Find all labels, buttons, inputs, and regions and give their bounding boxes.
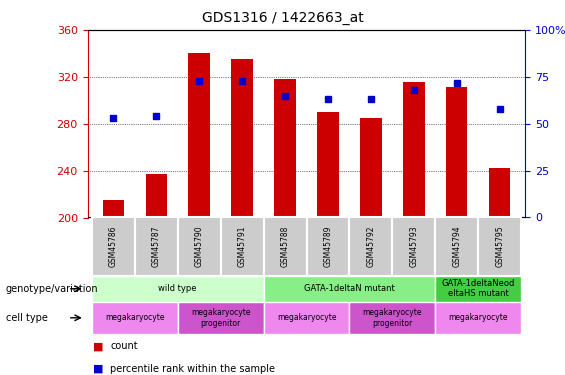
Text: GATA-1deltaN mutant: GATA-1deltaN mutant xyxy=(304,284,395,293)
FancyBboxPatch shape xyxy=(221,217,264,276)
Text: megakaryocyte: megakaryocyte xyxy=(277,314,336,322)
Text: wild type: wild type xyxy=(158,284,197,293)
Bar xyxy=(403,82,424,218)
FancyBboxPatch shape xyxy=(135,217,178,276)
Text: GSM45789: GSM45789 xyxy=(324,226,332,267)
FancyBboxPatch shape xyxy=(92,276,264,302)
Bar xyxy=(189,54,210,217)
Text: GSM45786: GSM45786 xyxy=(109,226,118,267)
FancyBboxPatch shape xyxy=(435,217,478,276)
FancyBboxPatch shape xyxy=(178,217,221,276)
Text: GSM45787: GSM45787 xyxy=(152,226,161,267)
FancyBboxPatch shape xyxy=(349,302,435,334)
Bar xyxy=(446,87,467,218)
Text: count: count xyxy=(110,341,138,351)
Bar xyxy=(103,200,124,217)
Text: ■: ■ xyxy=(93,341,104,351)
Text: GSM45792: GSM45792 xyxy=(367,226,375,267)
FancyBboxPatch shape xyxy=(478,217,521,276)
Text: cell type: cell type xyxy=(6,313,47,323)
Text: GDS1316 / 1422663_at: GDS1316 / 1422663_at xyxy=(202,11,363,25)
Text: megakaryocyte
progenitor: megakaryocyte progenitor xyxy=(363,308,422,327)
Bar xyxy=(317,112,338,218)
FancyBboxPatch shape xyxy=(307,217,349,276)
Text: megakaryocyte: megakaryocyte xyxy=(449,314,508,322)
FancyBboxPatch shape xyxy=(264,302,349,334)
Text: GSM45794: GSM45794 xyxy=(452,226,461,267)
Text: percentile rank within the sample: percentile rank within the sample xyxy=(110,364,275,374)
Bar xyxy=(489,168,510,217)
Text: GATA-1deltaNeod
eltaHS mutant: GATA-1deltaNeod eltaHS mutant xyxy=(441,279,515,298)
FancyBboxPatch shape xyxy=(92,302,178,334)
Text: GSM45788: GSM45788 xyxy=(281,226,289,267)
FancyBboxPatch shape xyxy=(349,217,392,276)
Text: megakaryocyte: megakaryocyte xyxy=(105,314,164,322)
Bar xyxy=(360,118,381,218)
Text: GSM45795: GSM45795 xyxy=(495,226,504,267)
FancyBboxPatch shape xyxy=(435,302,521,334)
FancyBboxPatch shape xyxy=(264,276,435,302)
Text: GSM45791: GSM45791 xyxy=(238,226,246,267)
FancyBboxPatch shape xyxy=(392,217,435,276)
FancyBboxPatch shape xyxy=(178,302,264,334)
Text: ■: ■ xyxy=(93,364,104,374)
FancyBboxPatch shape xyxy=(92,217,135,276)
FancyBboxPatch shape xyxy=(435,276,521,302)
Bar xyxy=(232,59,253,217)
FancyBboxPatch shape xyxy=(264,217,307,276)
Text: megakaryocyte
progenitor: megakaryocyte progenitor xyxy=(191,308,250,327)
Text: GSM45793: GSM45793 xyxy=(409,226,418,267)
Bar xyxy=(275,79,296,218)
Bar xyxy=(146,174,167,217)
Text: GSM45790: GSM45790 xyxy=(195,226,204,267)
Text: genotype/variation: genotype/variation xyxy=(6,284,98,294)
